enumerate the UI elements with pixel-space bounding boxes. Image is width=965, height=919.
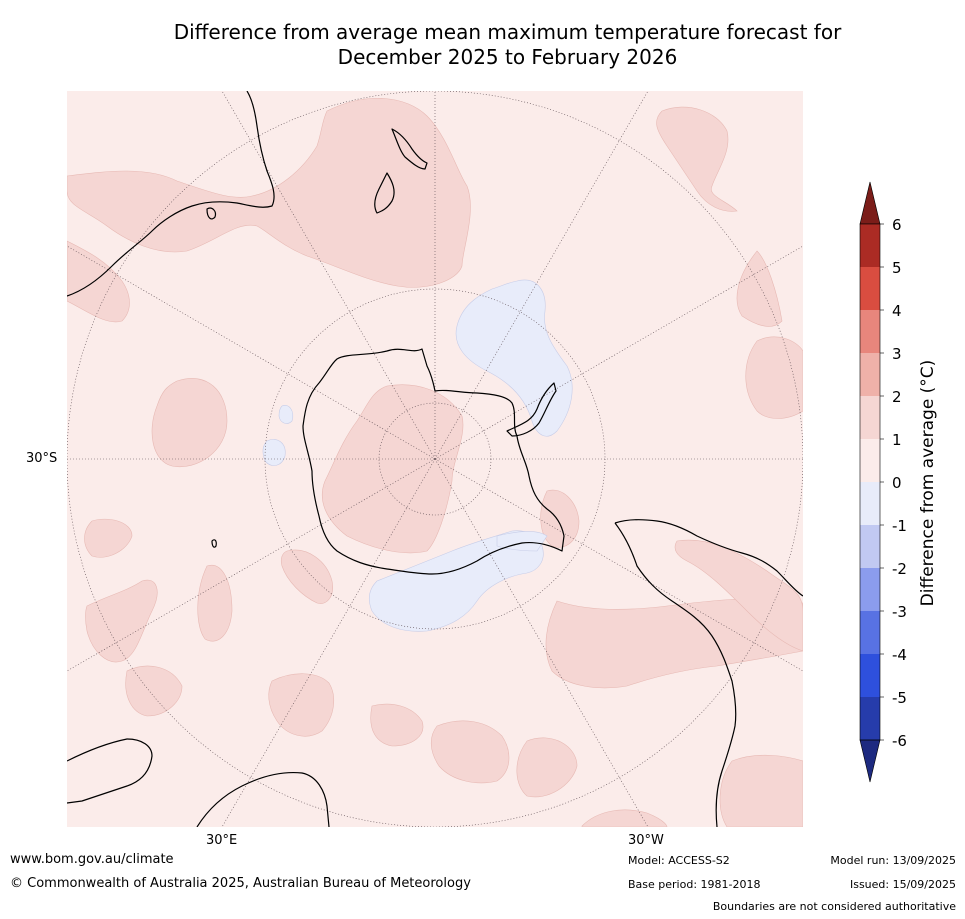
copyright-text: © Commonwealth of Australia 2025, Austra… — [10, 876, 471, 891]
anomaly-plus1-regions — [67, 97, 803, 827]
coastlines — [67, 91, 803, 827]
colorbar-tick-label: 3 — [892, 345, 902, 363]
coastline-new-zealand-north — [391, 128, 428, 170]
anomaly-region-indian-south — [67, 240, 130, 323]
coastline-madagascar — [211, 539, 217, 548]
coastline-antarctica — [302, 348, 565, 575]
colorbar-band-1 — [860, 439, 880, 482]
longitude-label-30e: 30°E — [206, 833, 238, 848]
colorbar-band-minus4 — [860, 611, 880, 654]
coastline-new-zealand-south — [374, 172, 395, 214]
colorbar-tick-label: -1 — [892, 517, 907, 535]
cool-region-ice-edge-2 — [278, 405, 294, 424]
model-run-label: Model run: 13/09/2025 — [830, 854, 956, 867]
longitude-label-30w: 30°W — [628, 833, 664, 848]
colorbar-tick-label: -3 — [892, 603, 907, 621]
colorbar-band-minus1 — [860, 482, 880, 525]
cool-region-ross-sea — [368, 530, 544, 632]
colorbar-tick-label: 1 — [892, 431, 902, 449]
anomaly-region-south-america-west — [745, 336, 803, 419]
base-period-label: Base period: 1981-2018 — [628, 878, 761, 891]
colorbar-tick-label: -6 — [892, 732, 907, 750]
colorbar-tick-label: 4 — [892, 302, 902, 320]
graticule-meridian-30w — [434, 458, 649, 827]
colorbar: 6 5 4 3 2 1 0 -1 -2 -3 -4 -5 -6 — [859, 181, 907, 783]
colorbar-title: Difference from average (°C) — [918, 359, 938, 607]
coastline-australia — [67, 91, 275, 297]
colorbar-band-3 — [860, 353, 880, 396]
polar-map — [67, 91, 803, 827]
anomaly-region-small-6 — [268, 673, 335, 737]
graticule-meridian-30e — [221, 458, 436, 827]
latitude-label-30s: 30°S — [26, 451, 58, 466]
title-line-1: Difference from average mean maximum tem… — [173, 20, 842, 44]
coastline-africa-south — [196, 771, 330, 827]
anomaly-region-small-8 — [430, 720, 510, 784]
anomaly-region-small-4 — [85, 579, 158, 663]
colorbar-tick-label: 6 — [892, 216, 902, 234]
coastline-tasmania — [206, 207, 217, 220]
issued-label: Issued: 15/09/2025 — [849, 878, 956, 891]
anomaly-region-small-7 — [370, 703, 424, 747]
colorbar-band-4 — [860, 310, 880, 353]
graticule-meridian-150w — [434, 91, 649, 460]
disclaimer-text: Boundaries are not considered authoritat… — [712, 900, 956, 913]
anomaly-region-small-1 — [84, 518, 133, 558]
colorbar-tick-label: -5 — [892, 689, 907, 707]
anomaly-region-indian-east — [151, 378, 228, 468]
graticule-meridian-150e — [221, 91, 436, 460]
colorbar-tick-label: 5 — [892, 259, 902, 277]
colorbar-band-5 — [860, 267, 880, 310]
anomaly-region-small-5 — [125, 665, 183, 717]
coastline-antarctic-peninsula — [506, 382, 557, 437]
anomaly-region-south-america-east — [674, 539, 803, 652]
colorbar-band-minus5 — [860, 654, 880, 697]
colorbar-tick-label: 2 — [892, 388, 902, 406]
coastline-south-america — [614, 519, 803, 597]
colorbar-tick-label: -2 — [892, 560, 907, 578]
anomaly-region-chile-coast — [736, 250, 783, 327]
map-title: Difference from average mean maximum tem… — [60, 20, 955, 70]
colorbar-under-arrow — [859, 739, 881, 783]
model-label: Model: ACCESS-S2 — [628, 854, 730, 867]
anomaly-region-southeast-pacific — [656, 106, 738, 212]
anomaly-region-antarctica-centre — [321, 384, 464, 554]
graticule-meridian-120w — [434, 245, 803, 460]
graticule — [67, 91, 803, 827]
colorbar-ticks — [880, 223, 884, 741]
anomaly-region-pacific-north — [67, 97, 471, 288]
anomaly-region-southeast-atlantic — [540, 489, 580, 548]
colorbar-over-arrow — [859, 181, 881, 225]
colorbar-tick-label: -4 — [892, 646, 907, 664]
anomaly-region-south-bottom-right — [719, 754, 803, 827]
website-link[interactable]: www.bom.gov.au/climate — [10, 852, 174, 867]
anomaly-region-small-2 — [197, 564, 233, 642]
cool-region-ice-edge-1 — [262, 439, 286, 466]
colorbar-band-minus3 — [860, 568, 880, 611]
colorbar-band-6 — [860, 224, 880, 267]
anomaly-region-atlantic-south — [545, 598, 803, 689]
anomaly-region-small-9 — [516, 737, 578, 798]
colorbar-band-minus2 — [860, 525, 880, 568]
coastline-africa — [67, 738, 153, 804]
coastline-south-america-east — [614, 522, 737, 827]
colorbar-band-2 — [860, 396, 880, 439]
graticule-meridian-120e — [67, 245, 436, 460]
colorbar-tick-label: 0 — [892, 474, 902, 492]
colorbar-band-minus6 — [860, 697, 880, 740]
anomaly-region-small-3 — [280, 549, 333, 604]
title-line-2: December 2025 to February 2026 — [337, 45, 678, 69]
